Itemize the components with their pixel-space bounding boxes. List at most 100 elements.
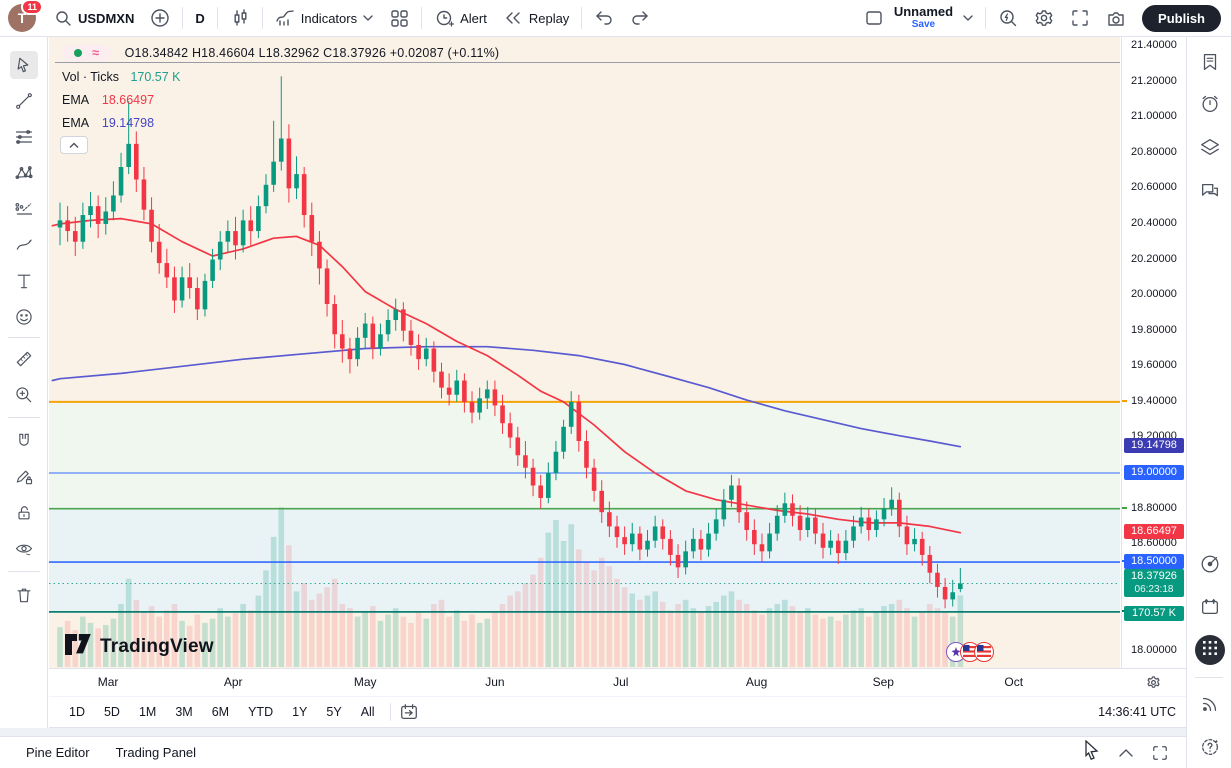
price-tick: 21.40000 [1131,39,1177,51]
legend-collapse-button[interactable] [60,136,88,154]
layout-name[interactable]: Unnamed Save [894,5,953,31]
indicators-button[interactable]: Indicators [267,4,381,32]
alert-button[interactable]: Alert [426,4,495,32]
price-label: 18.37926 06:23:18 [1124,568,1184,597]
tool-measure[interactable] [10,345,38,373]
tool-trend-line[interactable] [10,87,38,115]
ema-slow-legend-row[interactable]: EMA 19.14798 [62,116,499,130]
range-button-ytd[interactable]: YTD [248,705,274,719]
range-button-5d[interactable]: 5D [103,705,120,719]
sidebar-chat-button[interactable] [1195,176,1225,206]
broadcast-icon [1199,693,1221,715]
alert-label: Alert [460,10,487,26]
candles-icon [230,8,250,28]
screenshot-button[interactable] [1098,4,1134,32]
tool-cursor[interactable] [10,51,38,79]
sidebar-screener-button[interactable] [1195,549,1225,579]
tab-pine-editor[interactable]: Pine Editor [26,745,90,760]
drawing-toolbar [0,37,48,728]
watchlist-icon [1199,51,1221,73]
economic-events[interactable] [946,642,994,662]
brush-icon [14,235,34,255]
sidebar-broadcast-button[interactable] [1195,689,1225,719]
range-button-all[interactable]: All [360,705,375,719]
volume-legend-row[interactable]: Vol · Ticks 170.57 K [62,70,499,84]
tool-remove-drawings[interactable] [10,581,38,609]
range-button-1y[interactable]: 1Y [292,705,308,719]
publish-button[interactable]: Publish [1142,4,1221,32]
tool-emoji[interactable] [10,303,38,331]
sidebar-calendar-button[interactable] [1195,592,1225,622]
indicators-icon [275,8,295,28]
ema-fast-label: EMA [62,93,89,107]
month-tick: Aug [745,675,768,689]
redo-button[interactable] [622,4,658,32]
ema-fast-legend-row[interactable]: EMA 18.66497 [62,93,499,107]
range-button-1d[interactable]: 1D [69,705,85,719]
toolbar-separator [261,7,263,29]
grid-icon [389,8,409,28]
price-label: 18.50000 [1124,553,1184,569]
replay-button[interactable]: Replay [495,4,577,32]
save-label[interactable]: Save [911,19,936,30]
apps-grid-icon [1203,640,1217,660]
indicator-templates-button[interactable] [381,4,417,32]
time-axis-settings-gear-icon[interactable] [1145,674,1162,691]
timeframe-bar: 1D 5D 1M 3M 6M YTD 1Y 5Y All 14:36:41 UTC [49,696,1186,728]
fullscreen-button[interactable] [1062,4,1098,32]
range-button-6m[interactable]: 6M [211,705,230,719]
sidebar-watchlist-button[interactable] [1195,47,1225,77]
month-tick: Apr [223,675,243,689]
sidebar-help-button[interactable] [1195,732,1225,762]
tool-hide-all[interactable] [10,535,38,563]
calendar-icon [1199,596,1221,618]
us-flag-event-icon[interactable] [974,642,994,662]
layout-button[interactable]: Unnamed Save [856,4,981,32]
price-axis[interactable]: 21.40000 21.20000 21.00000 20.80000 20.60000… [1121,37,1186,696]
undo-button[interactable] [586,4,622,32]
tool-lock-all[interactable] [10,499,38,527]
settings-button[interactable] [1026,4,1062,32]
chevron-down-icon [963,14,973,22]
series-visibility-pill[interactable]: ≈ [62,45,112,61]
range-button-5y[interactable]: 5Y [326,705,342,719]
price-tick: 20.00000 [1131,288,1177,301]
tab-trading-panel[interactable]: Trading Panel [115,745,197,760]
sidebar-object-tree-button[interactable] [1195,132,1225,162]
tool-fib-lines[interactable] [10,123,38,151]
range-button-1m[interactable]: 1M [138,705,157,719]
tool-drawing-edit[interactable] [10,463,38,491]
compare-add-button[interactable] [142,4,178,32]
toolbar-divider [8,417,40,418]
range-button-3m[interactable]: 3M [175,705,193,719]
time-axis[interactable]: Mar Apr May Jun Jul Aug Sep Oct [49,668,1186,696]
tool-xabcd-pattern[interactable] [10,159,38,187]
chart-style-button[interactable] [222,4,258,32]
range-buttons: 1D 5D 1M 3M 6M YTD 1Y 5Y All [62,702,382,722]
legend-main-row: ≈ O18.34842 H18.46604 L18.32962 C18.3792… [62,45,499,61]
chart-pane[interactable]: ≈ O18.34842 H18.46604 L18.32962 C18.3792… [49,37,1120,668]
tool-magnet[interactable] [10,427,38,455]
interval-button[interactable]: D [187,4,212,32]
clock-utc[interactable]: 14:36:41 UTC [1098,705,1176,719]
tool-text[interactable] [10,267,38,295]
chevron-down-icon [363,14,373,22]
sidebar-apps-button[interactable] [1195,635,1225,665]
sidebar-alerts-button[interactable] [1195,89,1225,119]
price-chart-canvas[interactable] [49,37,1120,668]
help-icon [1199,736,1221,758]
price-tick: 18.60000 [1131,537,1177,550]
price-label: 18.66497 [1124,524,1184,540]
quick-search-icon [998,8,1018,28]
panel-expand-chevron-icon[interactable] [1118,748,1134,758]
symbol-search-button[interactable]: USDMXN [46,4,142,32]
user-avatar[interactable]: T 11 [8,0,43,32]
tool-zoom-in[interactable] [10,381,38,409]
go-to-date-icon[interactable] [399,702,419,722]
tool-brush[interactable] [10,231,38,259]
panel-fullscreen-icon[interactable] [1152,745,1168,761]
quick-search-button[interactable] [990,4,1026,32]
undo-icon [594,10,614,26]
redo-icon [630,10,650,26]
tool-forecast[interactable] [10,195,38,223]
